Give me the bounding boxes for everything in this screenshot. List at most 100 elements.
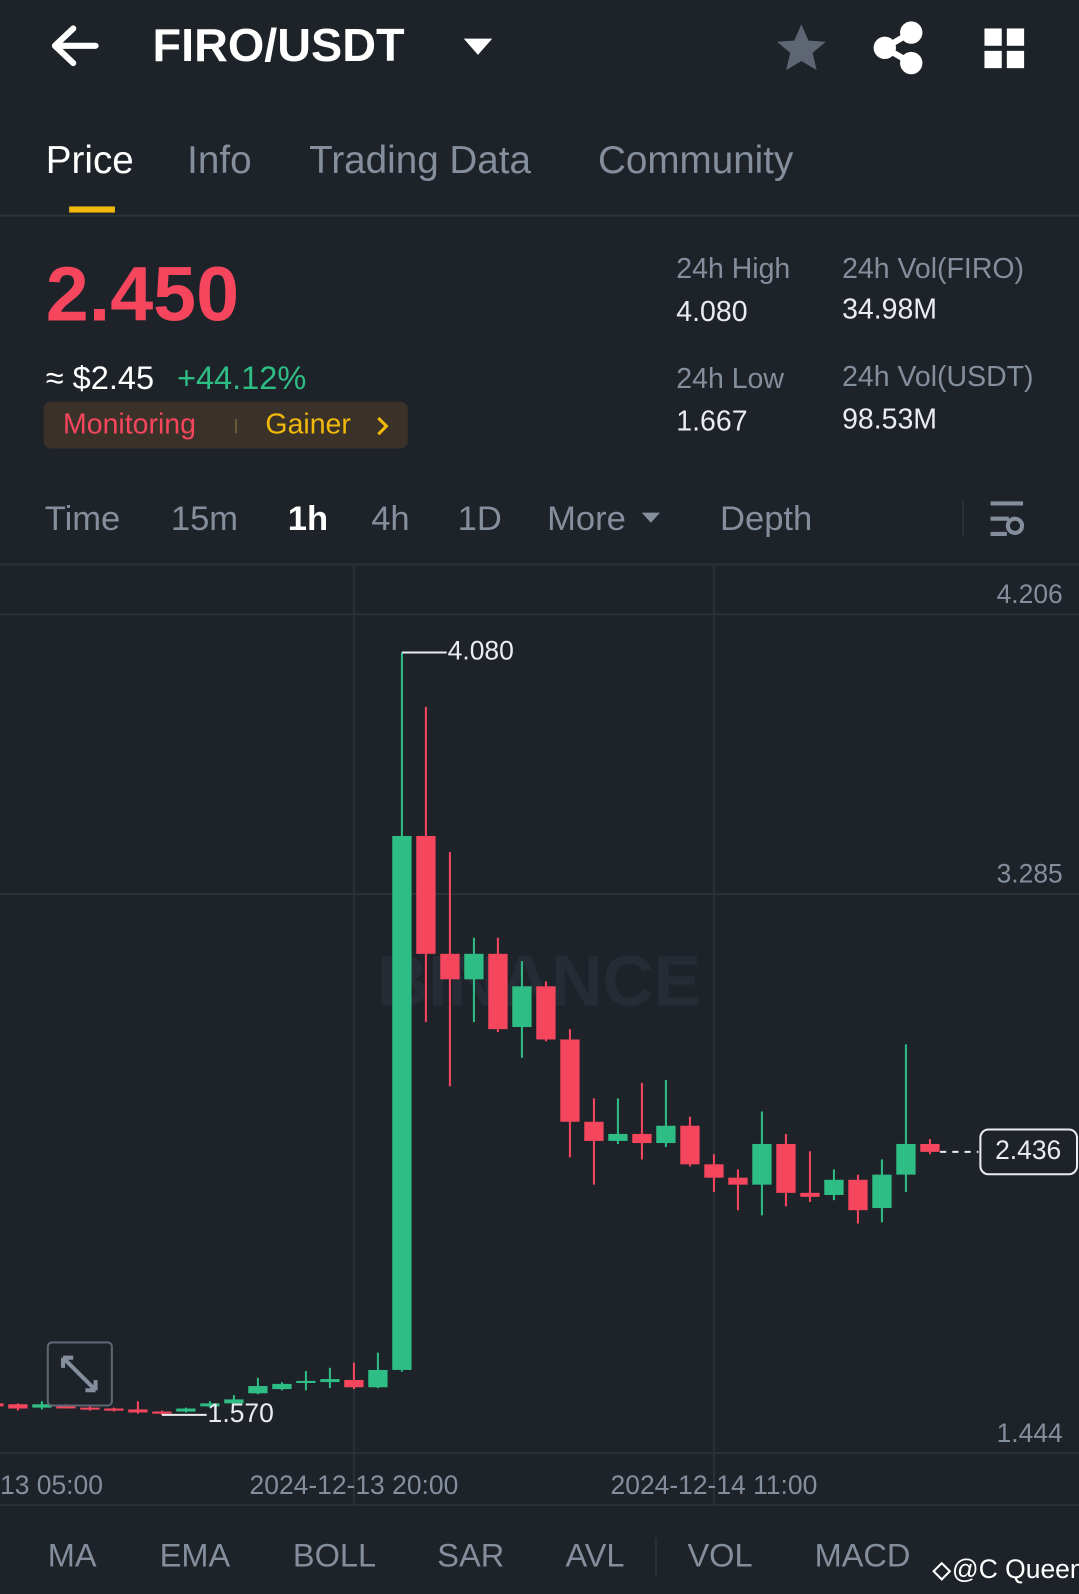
- y-tick-label: 3.285: [997, 859, 1063, 889]
- pair-dropdown[interactable]: [463, 38, 493, 55]
- candle-body: [104, 1408, 124, 1411]
- x-tick-label: 2024-12-13 20:00: [250, 1470, 459, 1500]
- tab[interactable]: Info: [187, 139, 251, 182]
- stat-label: 24h Low: [676, 363, 784, 395]
- candle-body: [0, 1403, 4, 1407]
- candle-body: [248, 1386, 268, 1394]
- stat-label: 24h High: [676, 253, 790, 285]
- tag[interactable]: Monitoring: [63, 409, 196, 441]
- candle-body: [176, 1408, 196, 1412]
- indicator[interactable]: AVL: [565, 1538, 624, 1574]
- candle-body: [848, 1179, 868, 1211]
- candle-body: [416, 835, 436, 954]
- interval[interactable]: 1h: [288, 500, 328, 538]
- x-tick-label: 13 05:00: [0, 1470, 103, 1500]
- candle-body: [440, 953, 460, 980]
- max-label: 4.080: [448, 636, 514, 666]
- candle-body: [800, 1192, 820, 1197]
- stat-value: 1.667: [676, 406, 747, 438]
- tag[interactable]: Gainer: [265, 409, 350, 441]
- candle-body: [872, 1174, 892, 1209]
- candle-body: [464, 953, 484, 980]
- candle-body: [320, 1379, 340, 1383]
- interval[interactable]: 4h: [371, 500, 409, 538]
- candle-body: [272, 1383, 292, 1390]
- y-tick-label: 1.444: [997, 1418, 1063, 1448]
- candle-body: [560, 1039, 580, 1122]
- chart-settings[interactable]: [990, 501, 1025, 536]
- candle-body: [824, 1179, 844, 1195]
- indicator[interactable]: MA: [48, 1538, 97, 1574]
- last-price-label: 2.436: [995, 1135, 1061, 1165]
- candle-body: [512, 986, 532, 1028]
- candle-body: [8, 1404, 28, 1409]
- min-label: 1.570: [208, 1398, 274, 1428]
- candle-body: [704, 1164, 724, 1178]
- interval[interactable]: 15m: [171, 500, 238, 538]
- credit: @C Queen: [952, 1554, 1079, 1584]
- indicator[interactable]: MACD: [815, 1538, 911, 1574]
- x-tick-label: 2024-12-14 11:00: [611, 1470, 818, 1500]
- tag-chevron: [377, 416, 389, 436]
- candle-body: [224, 1399, 244, 1404]
- indicator[interactable]: EMA: [160, 1538, 231, 1574]
- last-price-box: [979, 1128, 1079, 1176]
- candle-body: [608, 1133, 628, 1141]
- stat-label: 24h Vol(FIRO): [842, 253, 1024, 285]
- candle-body: [920, 1143, 940, 1152]
- interval[interactable]: Time: [45, 500, 121, 538]
- tab[interactable]: Trading Data: [309, 139, 531, 182]
- interval[interactable]: Depth: [720, 500, 812, 538]
- candle-body: [32, 1404, 52, 1408]
- candle-body: [752, 1143, 772, 1185]
- candle-body: [656, 1125, 676, 1144]
- more-dropdown[interactable]: [641, 512, 661, 523]
- stat-value: 34.98M: [842, 294, 937, 326]
- interval[interactable]: More: [547, 500, 626, 538]
- candle-body: [728, 1177, 748, 1185]
- tab[interactable]: Price: [46, 139, 134, 182]
- candle-body: [344, 1379, 364, 1388]
- favorite-icon[interactable]: [776, 24, 826, 71]
- last-price: 2.450: [46, 251, 239, 337]
- candle-body: [80, 1407, 100, 1410]
- candle-body: [368, 1369, 388, 1388]
- stat-value: 98.53M: [842, 404, 937, 436]
- candle-body: [584, 1121, 604, 1141]
- tag-bar[interactable]: [43, 401, 408, 449]
- interval[interactable]: 1D: [458, 500, 502, 538]
- indicator[interactable]: VOL: [687, 1538, 752, 1574]
- candle-chart: [0, 564, 1079, 1506]
- candle-body: [488, 953, 508, 1030]
- candle-body: [536, 986, 556, 1040]
- tab[interactable]: Community: [598, 139, 794, 182]
- menu-icon[interactable]: [984, 28, 1025, 69]
- candle-body: [296, 1380, 316, 1384]
- candle-body: [128, 1409, 148, 1413]
- price-change: +44.12%: [177, 360, 306, 396]
- indicator[interactable]: BOLL: [293, 1538, 376, 1574]
- pair-title[interactable]: FIRO/USDT: [153, 19, 405, 71]
- candle-body: [896, 1143, 916, 1175]
- y-tick-label: 4.206: [997, 579, 1063, 609]
- fiat-price: ≈ $2.45: [46, 360, 154, 396]
- indicator[interactable]: SAR: [437, 1538, 504, 1574]
- candle-body: [200, 1403, 220, 1407]
- fullscreen-button[interactable]: [46, 1341, 113, 1407]
- back-button[interactable]: [51, 25, 99, 67]
- stat-value: 4.080: [676, 296, 747, 328]
- candle-body: [632, 1133, 652, 1144]
- candle-body: [776, 1143, 796, 1193]
- stat-label: 24h Vol(USDT): [842, 361, 1033, 393]
- candle-body: [152, 1411, 172, 1414]
- fullscreen-icon: [61, 1355, 98, 1393]
- candle-body: [680, 1125, 700, 1165]
- tab-indicator: [69, 206, 115, 213]
- share-icon[interactable]: [873, 21, 923, 75]
- credit-logo: [932, 1561, 952, 1581]
- candle-body: [392, 835, 412, 1370]
- candle-body: [56, 1406, 76, 1409]
